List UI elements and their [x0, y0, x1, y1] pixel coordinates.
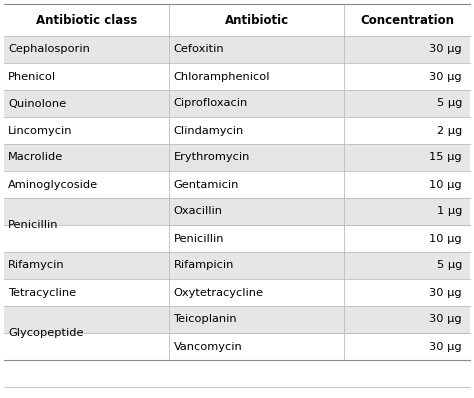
Text: Lincomycin: Lincomycin [8, 125, 73, 135]
Text: Vancomycin: Vancomycin [173, 341, 242, 351]
Text: Aminoglycoside: Aminoglycoside [8, 179, 98, 189]
Bar [4, 171, 470, 198]
Text: Phenicol: Phenicol [8, 72, 56, 82]
Text: Cephalosporin: Cephalosporin [8, 45, 90, 55]
Bar [4, 4, 470, 36]
Text: Penicillin: Penicillin [8, 220, 58, 230]
Text: 10 μg: 10 μg [429, 234, 462, 244]
Bar [4, 198, 470, 225]
Text: Oxacillin: Oxacillin [173, 207, 222, 217]
Text: Penicillin: Penicillin [173, 234, 224, 244]
Text: 2 μg: 2 μg [437, 125, 462, 135]
Bar [4, 279, 470, 306]
Text: Teicoplanin: Teicoplanin [173, 314, 237, 324]
Text: Rifampicin: Rifampicin [173, 261, 234, 271]
Bar [4, 252, 470, 279]
Text: Cefoxitin: Cefoxitin [173, 45, 224, 55]
Bar [4, 36, 470, 63]
Bar [4, 225, 470, 252]
Text: 30 μg: 30 μg [429, 314, 462, 324]
Text: 10 μg: 10 μg [429, 179, 462, 189]
Text: Erythromycin: Erythromycin [173, 152, 250, 162]
Text: 5 μg: 5 μg [437, 261, 462, 271]
Text: 30 μg: 30 μg [429, 45, 462, 55]
Text: Clindamycin: Clindamycin [173, 125, 244, 135]
Text: 5 μg: 5 μg [437, 98, 462, 109]
Bar [4, 306, 470, 333]
Bar [4, 63, 470, 90]
Text: 30 μg: 30 μg [429, 72, 462, 82]
Text: Gentamicin: Gentamicin [173, 179, 239, 189]
Bar [4, 144, 470, 171]
Text: 1 μg: 1 μg [437, 207, 462, 217]
Text: 30 μg: 30 μg [429, 341, 462, 351]
Text: Antibiotic: Antibiotic [225, 14, 289, 27]
Text: Macrolide: Macrolide [8, 152, 63, 162]
Text: Quinolone: Quinolone [8, 98, 66, 109]
Text: 15 μg: 15 μg [429, 152, 462, 162]
Text: Tetracycline: Tetracycline [8, 287, 76, 297]
Text: Chloramphenicol: Chloramphenicol [173, 72, 270, 82]
Text: 30 μg: 30 μg [429, 287, 462, 297]
Text: Rifamycin: Rifamycin [8, 261, 64, 271]
Bar [4, 117, 470, 144]
Bar [4, 90, 470, 117]
Text: Ciprofloxacin: Ciprofloxacin [173, 98, 248, 109]
Text: Glycopeptide: Glycopeptide [8, 328, 83, 338]
Bar [4, 333, 470, 360]
Text: Concentration: Concentration [360, 14, 454, 27]
Text: Oxytetracycline: Oxytetracycline [173, 287, 264, 297]
Text: Antibiotic class: Antibiotic class [36, 14, 137, 27]
